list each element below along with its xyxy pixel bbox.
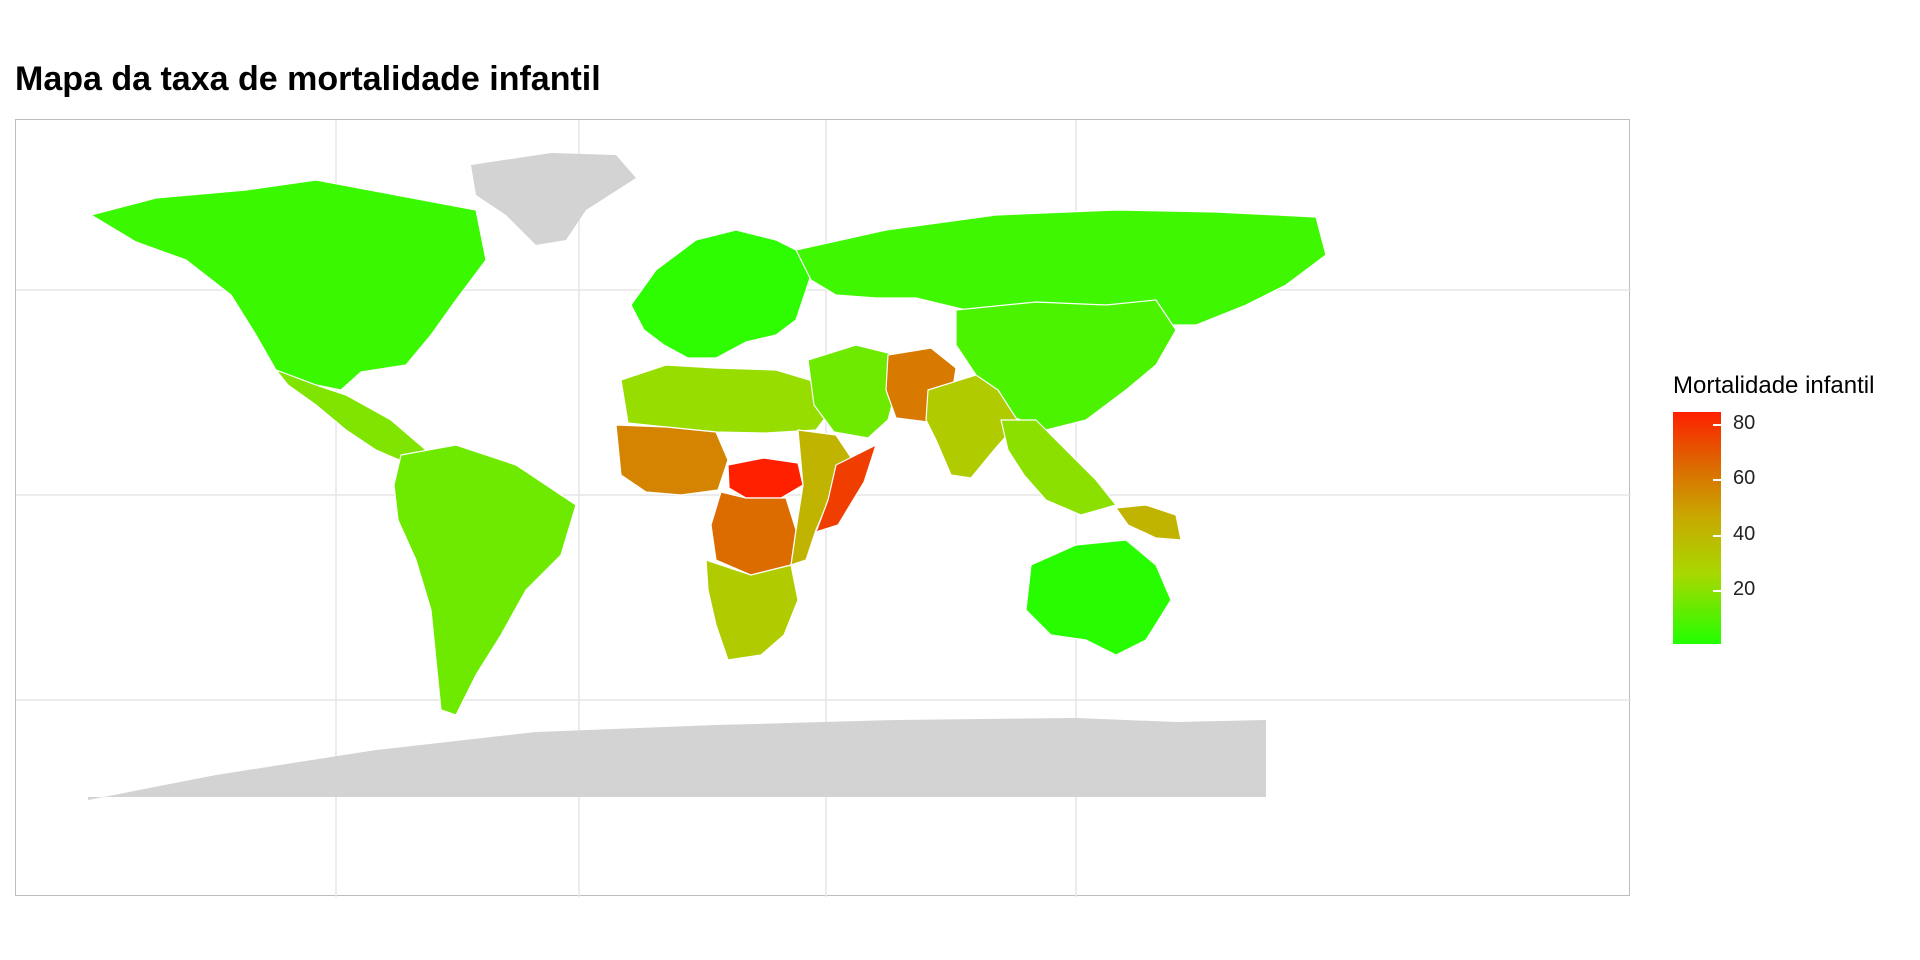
legend-tick-label: 60 bbox=[1733, 467, 1756, 489]
world-map bbox=[16, 120, 1631, 897]
region-china bbox=[955, 299, 1177, 431]
region-russia bbox=[795, 209, 1327, 326]
region-north-america bbox=[90, 179, 487, 391]
region-central-america bbox=[275, 369, 427, 466]
region-australia-nz bbox=[1025, 539, 1172, 656]
region-europe bbox=[630, 229, 817, 359]
legend-tick-mark bbox=[1713, 590, 1721, 592]
region-papua-new-guinea bbox=[1115, 504, 1182, 541]
region-antarctica bbox=[88, 718, 1266, 800]
legend-tick-mark bbox=[1713, 535, 1721, 537]
legend-title: Mortalidade infantil bbox=[1673, 372, 1875, 399]
region-middle-east bbox=[807, 344, 897, 439]
chart-title: Mapa da taxa de mortalidade infantil bbox=[15, 60, 601, 98]
region-greenland bbox=[471, 153, 636, 245]
region-somalia bbox=[815, 444, 877, 533]
region-southern-africa bbox=[705, 559, 799, 661]
legend-tick-mark bbox=[1713, 424, 1721, 426]
region-central-african-republic bbox=[727, 457, 804, 499]
legend-tick-label: 20 bbox=[1733, 578, 1756, 600]
legend-tick-mark bbox=[1713, 479, 1721, 481]
region-southeast-asia bbox=[1000, 419, 1117, 516]
region-west-africa bbox=[615, 424, 729, 496]
region-central-africa bbox=[710, 491, 797, 576]
region-north-africa bbox=[620, 364, 832, 434]
legend-tick-label: 40 bbox=[1733, 523, 1756, 545]
legend-tick-label: 80 bbox=[1733, 412, 1756, 434]
region-south-america bbox=[393, 444, 577, 716]
legend-colorbar bbox=[1673, 412, 1721, 644]
map-panel bbox=[15, 119, 1631, 897]
